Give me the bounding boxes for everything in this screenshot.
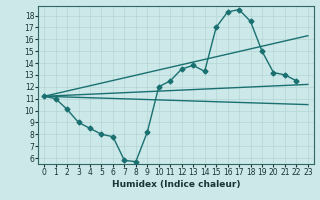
X-axis label: Humidex (Indice chaleur): Humidex (Indice chaleur)	[112, 180, 240, 189]
